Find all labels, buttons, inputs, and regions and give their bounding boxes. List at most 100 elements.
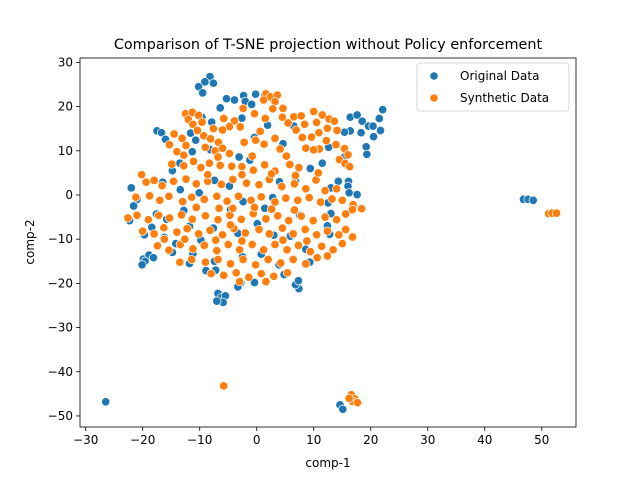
synthetic-data-point — [322, 251, 332, 261]
synthetic-data-point — [143, 215, 153, 225]
x-tick-label: −10 — [187, 433, 212, 447]
synthetic-data-point — [552, 208, 562, 218]
synthetic-data-point — [259, 245, 269, 255]
synthetic-data-point — [312, 117, 322, 128]
legend-marker-original — [429, 71, 439, 81]
synthetic-data-point — [177, 133, 187, 143]
synthetic-data-point — [289, 205, 299, 215]
original-data-point — [352, 190, 362, 200]
y-tick-label: 30 — [58, 55, 73, 69]
synthetic-data-point — [249, 202, 260, 212]
synthetic-data-point — [255, 126, 265, 136]
synthetic-data-point — [181, 174, 191, 184]
synthetic-data-point — [229, 116, 240, 126]
synthetic-data-point — [219, 381, 229, 391]
original-data-point — [305, 163, 315, 174]
synthetic-data-point — [306, 132, 317, 142]
synthetic-data-point — [328, 245, 338, 255]
synthetic-data-point — [159, 234, 169, 244]
synthetic-data-point — [269, 271, 279, 281]
synthetic-data-point — [235, 277, 245, 287]
y-axis-label: comp-2 — [23, 219, 37, 264]
synthetic-data-point — [345, 162, 355, 172]
x-axis-label: comp-1 — [305, 456, 350, 470]
synthetic-data-point — [314, 128, 324, 138]
synthetic-data-point — [312, 230, 322, 240]
synthetic-data-point — [137, 170, 147, 180]
original-data-point — [293, 276, 303, 286]
synthetic-data-point — [197, 117, 207, 127]
synthetic-data-point — [289, 179, 299, 189]
synthetic-data-point — [217, 143, 228, 153]
synthetic-data-point — [308, 216, 318, 226]
original-data-point — [126, 183, 136, 193]
synthetic-data-point — [217, 230, 228, 240]
y-axis-ticks: −50 −40 −30 −20 −10 0 10 20 30 — [48, 55, 80, 423]
original-data-point — [198, 88, 208, 98]
synthetic-data-point — [188, 119, 198, 129]
original-data-point — [137, 260, 147, 270]
synthetic-data-point — [260, 160, 270, 170]
original-data-point — [356, 128, 366, 138]
synthetic-data-point — [187, 192, 197, 202]
synthetic-data-point — [277, 182, 287, 192]
synthetic-data-point — [188, 156, 199, 166]
x-tick-label: 40 — [477, 433, 492, 447]
synthetic-data-point — [215, 160, 225, 170]
synthetic-data-point — [337, 239, 347, 249]
synthetic-data-point — [275, 144, 285, 154]
synthetic-data-point — [268, 104, 278, 114]
synthetic-data-point — [317, 241, 327, 251]
x-tick-label: 20 — [363, 433, 378, 447]
original-data-point — [229, 95, 240, 105]
synthetic-data-point — [237, 236, 247, 246]
y-tick-label: −40 — [48, 365, 73, 379]
y-tick-label: 0 — [65, 188, 73, 202]
synthetic-data-point — [227, 161, 237, 171]
synthetic-data-point — [270, 239, 280, 250]
synthetic-data-point — [236, 214, 246, 224]
x-tick-label: −30 — [73, 433, 98, 447]
synthetic-data-point — [347, 232, 358, 242]
synthetic-data-point — [297, 132, 307, 143]
synthetic-data-point — [228, 203, 238, 213]
synthetic-data-point — [152, 241, 163, 251]
synthetic-data-point — [199, 240, 209, 250]
x-tick-label: 30 — [420, 433, 435, 447]
synthetic-data-point — [164, 213, 175, 223]
synthetic-data-point — [169, 129, 179, 139]
y-tick-label: 10 — [58, 144, 73, 158]
synthetic-data-point — [182, 224, 192, 234]
synthetic-data-point — [296, 211, 306, 221]
synthetic-data-point — [301, 184, 311, 194]
synthetic-data-point — [240, 228, 250, 238]
y-tick-label: −50 — [48, 409, 73, 423]
synthetic-data-point — [327, 194, 337, 204]
synthetic-data-point — [187, 214, 197, 224]
synthetic-data-point — [254, 180, 264, 190]
synthetic-data-point — [247, 239, 257, 250]
synthetic-data-point — [293, 195, 303, 205]
synthetic-data-point — [212, 191, 222, 201]
original-data-point — [362, 149, 372, 159]
synthetic-data-point — [213, 215, 223, 225]
synthetic-data-point — [211, 235, 221, 245]
synthetic-data-point — [225, 220, 236, 230]
synthetic-data-point — [313, 168, 323, 178]
y-tick-label: −30 — [48, 321, 73, 335]
synthetic-data-point — [175, 257, 185, 267]
y-tick-label: −10 — [48, 232, 73, 246]
original-data-point — [249, 277, 260, 288]
synthetic-data-point — [300, 224, 310, 235]
synthetic-data-point — [304, 193, 314, 203]
synthetic-data-point — [273, 211, 283, 221]
synthetic-data-point — [270, 133, 280, 143]
synthetic-data-point — [337, 195, 347, 205]
synthetic-data-point — [251, 260, 261, 270]
original-data-point — [215, 103, 225, 113]
synthetic-data-point — [200, 257, 210, 267]
synthetic-data-point — [347, 205, 358, 215]
synthetic-data-point — [267, 204, 277, 214]
synthetic-data-point — [192, 125, 202, 136]
synthetic-data-point — [216, 179, 226, 189]
